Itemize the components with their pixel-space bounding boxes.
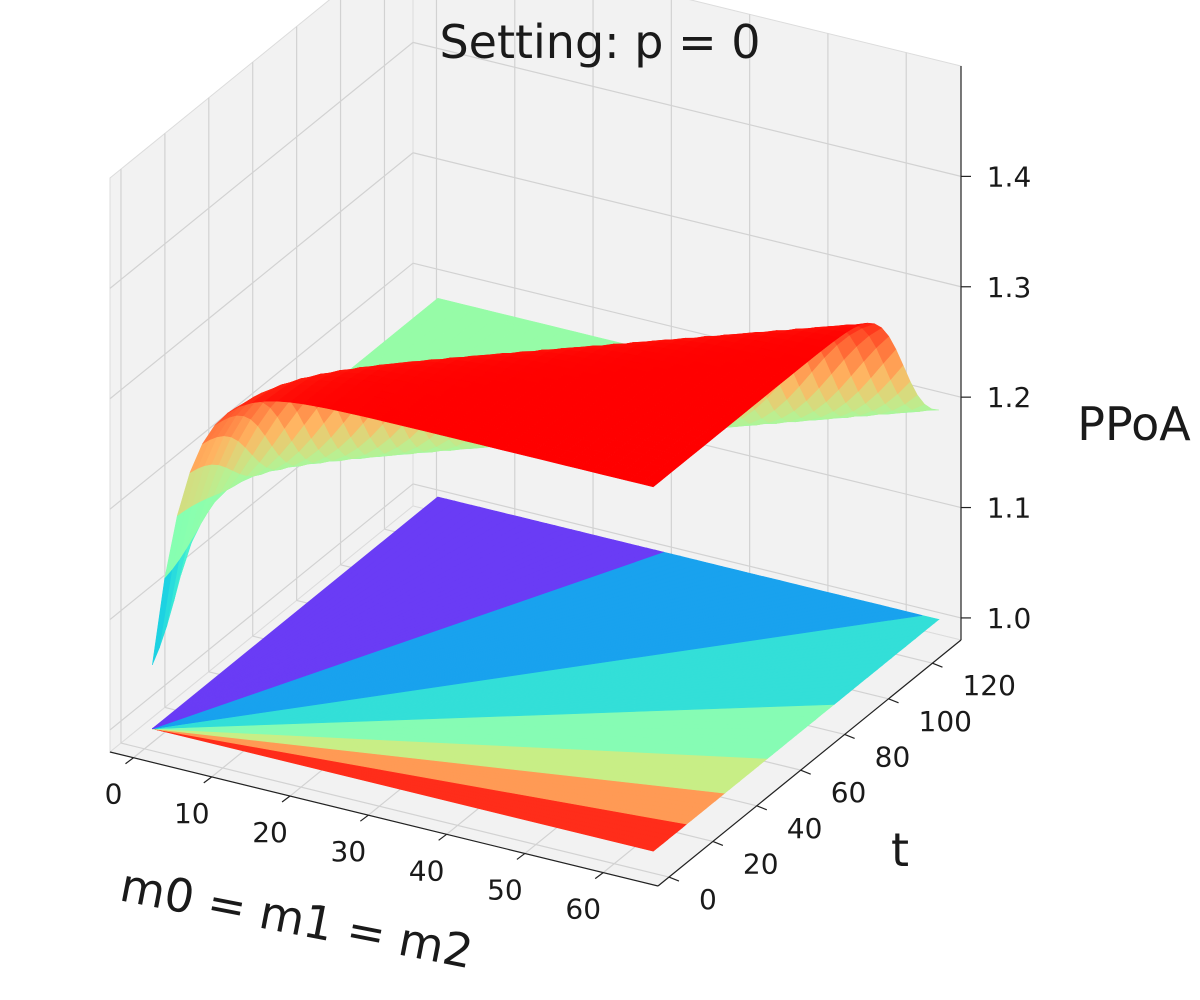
gridline-z <box>109 152 414 400</box>
chart-title: Setting: p = 0 <box>439 15 760 69</box>
z-tick-label: 1.1 <box>987 492 1032 525</box>
x-tick-label: 50 <box>487 873 523 906</box>
z-tick-label: 1.3 <box>987 271 1032 304</box>
z-tick-label: 1.2 <box>987 381 1032 414</box>
y-tick-label: 60 <box>831 776 867 809</box>
y-tick-label: 100 <box>919 705 972 738</box>
curved-surface-cell <box>640 477 662 488</box>
x-tick-label: 30 <box>331 835 367 868</box>
surfaces <box>152 297 940 852</box>
z-tick-label: 1.0 <box>987 602 1032 635</box>
y-tick-mark <box>888 698 899 704</box>
x-tick-mark <box>438 833 447 841</box>
x-tick-mark <box>594 872 604 880</box>
y-tick-mark <box>800 769 811 775</box>
y-tick-mark <box>844 733 855 740</box>
y-tick-label: 40 <box>787 812 823 845</box>
x-tick-label: 10 <box>174 797 210 830</box>
x-tick-mark <box>125 757 134 765</box>
y-tick-label: 20 <box>743 847 779 880</box>
y-tick-label: 120 <box>962 669 1015 702</box>
axes <box>109 66 962 887</box>
y-tick-mark <box>756 805 768 811</box>
x-tick-mark <box>516 852 526 860</box>
y-axis-line <box>657 639 962 887</box>
gridline-z <box>412 483 962 619</box>
gridline-z <box>109 262 414 510</box>
x-tick-label: 20 <box>252 816 288 849</box>
z-tick-label: 1.4 <box>987 160 1032 193</box>
x-tick-mark <box>359 814 369 822</box>
y-axis-label: t <box>891 823 909 877</box>
x-tick-label: 0 <box>105 778 123 811</box>
gridline-z <box>109 483 414 731</box>
x-tick-mark <box>203 776 213 784</box>
y-tick-label: 80 <box>875 740 911 773</box>
z-axis-label: PPoA <box>1077 397 1191 451</box>
y-tick-mark <box>712 840 724 846</box>
x-tick-label: 40 <box>409 854 445 887</box>
gridline-z <box>109 41 414 289</box>
gridline-z <box>412 41 962 177</box>
flat-surface-cell <box>152 496 447 729</box>
gridline-z <box>412 152 962 288</box>
x-tick-mark <box>281 795 291 803</box>
y-tick-mark <box>932 662 943 668</box>
y-tick-mark <box>668 876 680 882</box>
x-axis-line <box>109 751 659 887</box>
x-tick-label: 60 <box>565 893 601 926</box>
y-tick-label: 0 <box>699 883 717 916</box>
gridline-y <box>120 742 670 878</box>
